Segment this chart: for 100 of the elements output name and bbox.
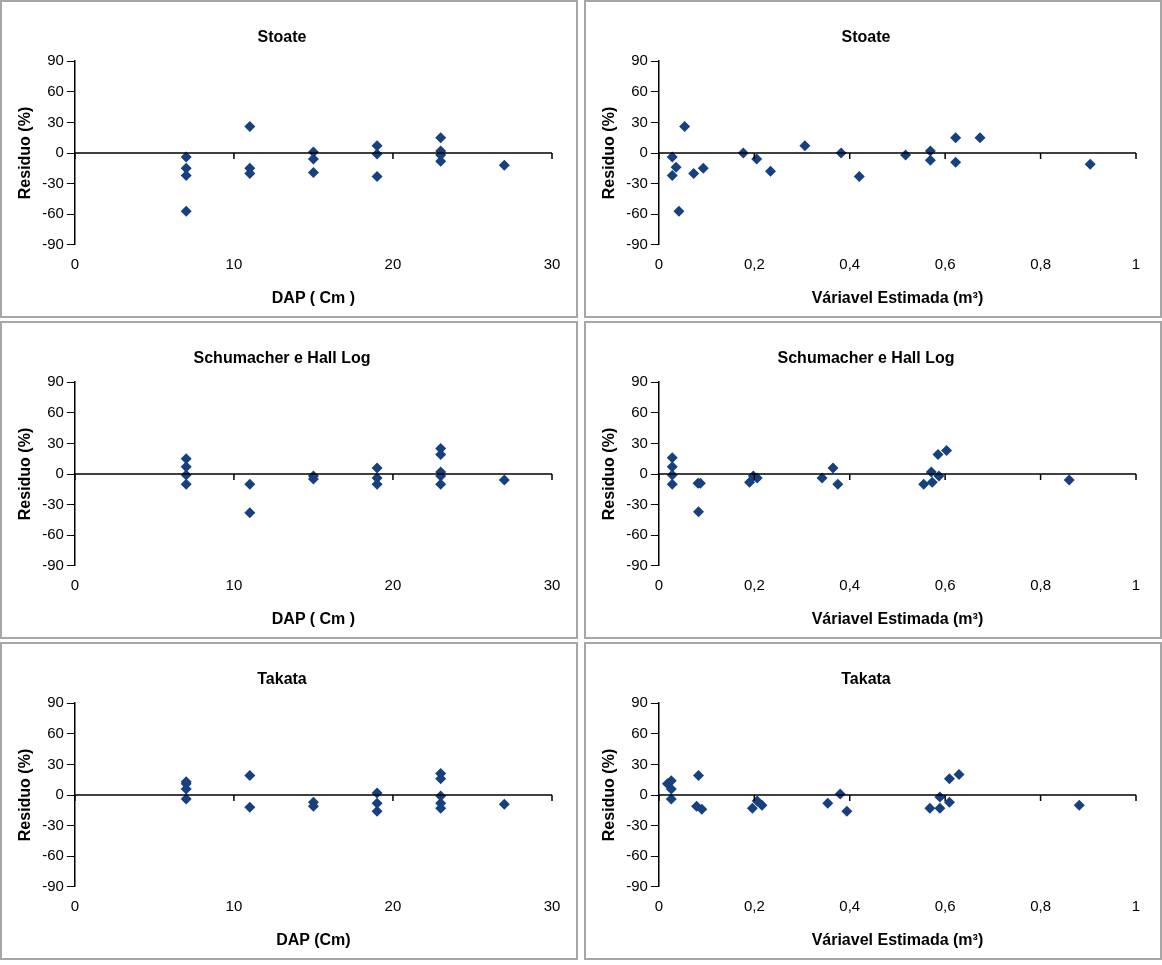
x-tick-label: 0,6: [934, 896, 956, 914]
y-tick-label: 0: [639, 785, 648, 803]
x-tick-label: 10: [225, 896, 243, 914]
point: [696, 803, 708, 815]
point: [180, 205, 192, 217]
y-tick-label: 60: [631, 723, 648, 741]
x-tick-label: 1: [1131, 575, 1141, 593]
point: [180, 478, 192, 490]
point: [822, 797, 834, 809]
y-tick-label: 90: [47, 693, 64, 711]
point: [673, 205, 685, 217]
y-tick-label: -60: [42, 525, 64, 543]
x-tick-label: 20: [384, 575, 402, 593]
point: [756, 799, 768, 811]
point: [943, 773, 955, 785]
chart-title: Schumacher e Hall Log: [193, 349, 371, 367]
x-tick-label: 0,2: [743, 575, 765, 593]
point: [924, 154, 936, 166]
y-tick-label: 90: [631, 51, 648, 69]
y-tick-label: -60: [42, 204, 64, 222]
point: [765, 165, 777, 177]
y-axis-title: Residuo (%): [600, 106, 618, 200]
point: [666, 452, 678, 464]
x-tick-label: 1: [1131, 254, 1141, 272]
point: [943, 796, 955, 808]
y-tick-label: 30: [631, 754, 648, 772]
x-tick-label: 0,2: [743, 254, 765, 272]
x-tick-label: 0,4: [839, 254, 861, 272]
y-tick-label: 60: [47, 723, 64, 741]
point: [371, 797, 383, 809]
point: [953, 769, 965, 781]
point: [974, 132, 986, 144]
y-tick-label: -90: [626, 234, 648, 252]
x-tick-label: 0: [70, 575, 80, 593]
point: [924, 802, 936, 814]
y-tick-label: -90: [626, 876, 648, 894]
chart-title: Takata: [257, 670, 307, 688]
chart-title: Takata: [841, 670, 891, 688]
x-tick-label: 0,8: [1030, 254, 1052, 272]
point: [666, 169, 678, 181]
y-tick-label: -30: [42, 494, 64, 512]
y-tick-label: -90: [626, 555, 648, 573]
point: [670, 161, 682, 173]
y-tick-label: 30: [47, 433, 64, 451]
point: [853, 170, 865, 182]
y-tick-label: 90: [47, 51, 64, 69]
x-axis-title: Váriavel Estimada (m³): [811, 609, 984, 627]
point: [918, 478, 930, 490]
point: [688, 167, 700, 179]
x-tick-label: 10: [225, 575, 243, 593]
point: [371, 170, 383, 182]
y-tick-label: -30: [42, 815, 64, 833]
x-tick-label: 0,4: [839, 896, 861, 914]
x-tick-label: 0,8: [1030, 896, 1052, 914]
point: [934, 802, 946, 814]
y-tick-label: -30: [626, 173, 648, 191]
point: [941, 445, 953, 457]
x-axis-title: DAP (Cm): [276, 930, 351, 948]
x-tick-label: 0: [654, 575, 664, 593]
point: [746, 802, 758, 814]
point: [1073, 799, 1085, 811]
y-tick-label: 0: [55, 143, 64, 161]
point: [1084, 158, 1096, 170]
point: [950, 156, 962, 168]
point: [244, 120, 256, 132]
x-tick-label: 0: [70, 254, 80, 272]
x-tick-label: 1: [1131, 896, 1141, 914]
point: [244, 770, 256, 782]
y-tick-label: -60: [626, 846, 648, 864]
y-tick-label: 30: [631, 112, 648, 130]
y-axis-title: Residuo (%): [16, 748, 34, 842]
y-tick-label: 30: [47, 112, 64, 130]
y-tick-label: 60: [47, 402, 64, 420]
y-tick-label: 0: [639, 464, 648, 482]
point: [244, 507, 256, 519]
y-tick-label: -60: [42, 846, 64, 864]
point: [841, 805, 853, 817]
point: [926, 476, 938, 488]
x-tick-label: 20: [384, 896, 402, 914]
chart-title: Stoate: [841, 28, 891, 46]
chart-title: Schumacher e Hall Log: [777, 349, 955, 367]
y-tick-label: -60: [626, 204, 648, 222]
x-tick-label: 0,8: [1030, 575, 1052, 593]
y-tick-label: -60: [626, 525, 648, 543]
x-tick-label: 0,6: [934, 575, 956, 593]
point: [697, 162, 709, 174]
point: [307, 166, 319, 178]
point: [498, 159, 510, 171]
x-axis-title: DAP ( Cm ): [271, 609, 356, 627]
point: [832, 478, 844, 490]
y-axis-title: Residuo (%): [16, 106, 34, 200]
y-tick-label: -30: [626, 815, 648, 833]
point: [744, 476, 756, 488]
y-tick-label: -90: [42, 234, 64, 252]
y-tick-label: -90: [42, 555, 64, 573]
y-tick-label: 60: [631, 402, 648, 420]
point: [827, 462, 839, 474]
y-tick-label: -30: [626, 494, 648, 512]
point: [679, 120, 691, 132]
y-tick-label: 0: [55, 785, 64, 803]
